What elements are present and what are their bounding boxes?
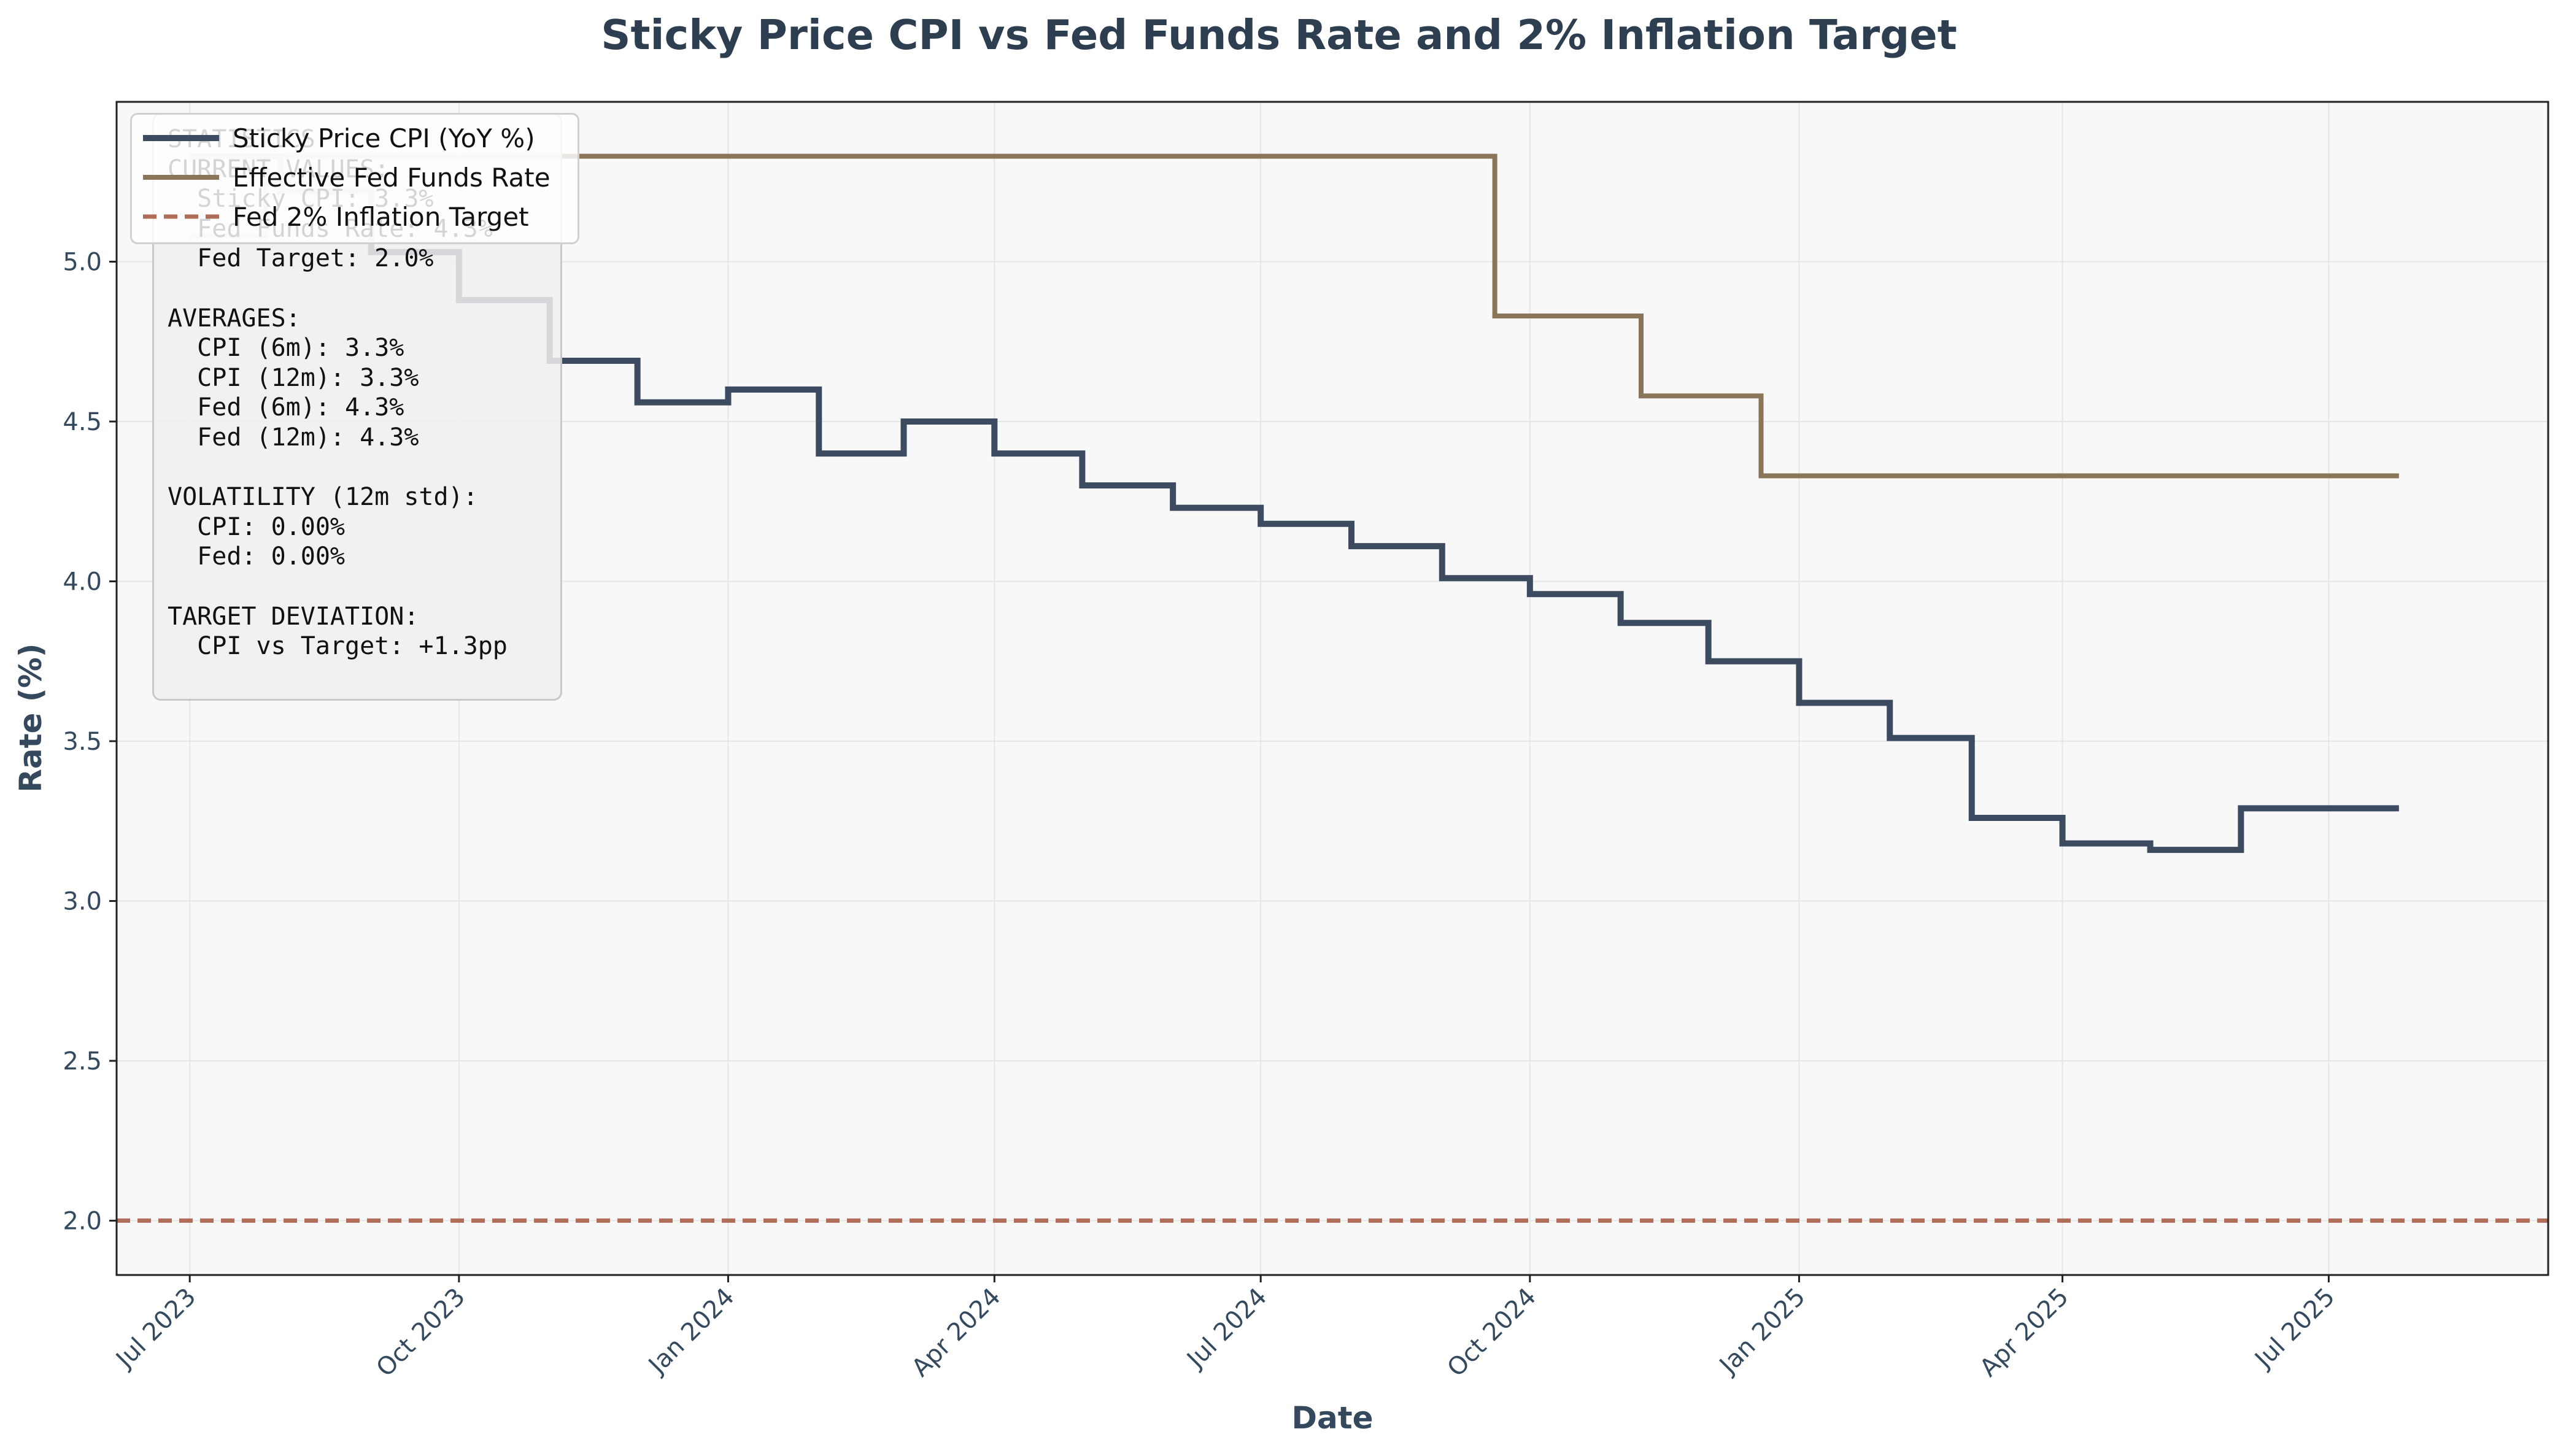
- x-tick-label: Jul 2025: [2249, 1283, 2341, 1375]
- legend-swatch-target: [143, 214, 219, 219]
- y-tick-label: 4.5: [63, 408, 102, 436]
- legend-label-target: Fed 2% Inflation Target: [233, 201, 529, 232]
- y-tick-label: 5.0: [63, 248, 102, 276]
- x-tick-label: Oct 2023: [371, 1283, 470, 1382]
- chart-title: Sticky Price CPI vs Fed Funds Rate and 2…: [601, 11, 1957, 59]
- x-tick-label: Oct 2024: [1442, 1283, 1541, 1382]
- legend-label-cpi: Sticky Price CPI (YoY %): [233, 123, 535, 153]
- y-tick-label: 3.5: [63, 728, 102, 756]
- y-tick-label: 3.0: [63, 887, 102, 915]
- legend-swatch-fed: [143, 175, 219, 180]
- y-tick-label: 2.5: [63, 1047, 102, 1076]
- legend-label-fed: Effective Fed Funds Rate: [233, 162, 551, 193]
- legend-swatch-cpi: [143, 135, 219, 141]
- x-tick-label: Jul 2024: [1181, 1283, 1273, 1375]
- legend-item-fed: Effective Fed Funds Rate: [143, 159, 551, 196]
- y-tick-label: 2.0: [63, 1207, 102, 1235]
- x-tick-label: Jan 2025: [1713, 1283, 1810, 1381]
- legend: Sticky Price CPI (YoY %) Effective Fed F…: [130, 113, 579, 244]
- y-tick-label: 4.0: [63, 568, 102, 596]
- x-tick-label: Jan 2024: [642, 1283, 740, 1381]
- x-tick-label: Apr 2025: [1974, 1283, 2074, 1382]
- axes-frame: [115, 101, 2549, 1276]
- legend-item-cpi: Sticky Price CPI (YoY %): [143, 120, 535, 156]
- legend-item-target: Fed 2% Inflation Target: [143, 198, 529, 235]
- x-tick-label: Jul 2023: [110, 1283, 202, 1375]
- y-axis-label: Rate (%): [13, 643, 48, 793]
- x-tick-label: Apr 2024: [906, 1283, 1006, 1382]
- x-axis-label: Date: [1291, 1400, 1374, 1436]
